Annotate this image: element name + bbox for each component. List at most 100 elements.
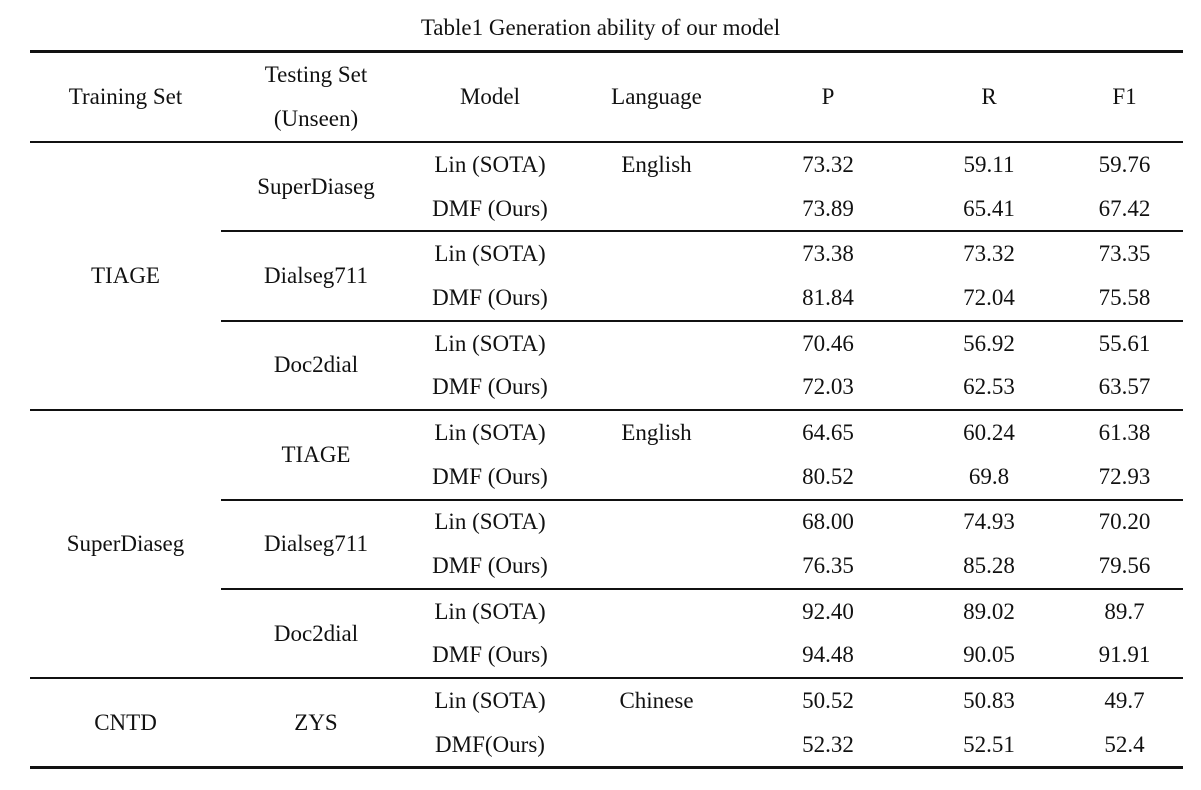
f1-cell: 73.35 [1066,230,1183,277]
r-cell: 62.53 [963,374,1015,400]
testing-set-cell: TIAGE [281,441,351,467]
table-body: TIAGE SuperDiaseg Lin (SOTA) English 73.32 59… [30,142,1183,768]
testing-set-cell: Dialseg711 [221,230,411,321]
header-row: Training Set Testing Set (Unseen) Model … [30,51,1183,143]
r-cell: 74.93 [912,498,1066,545]
model-cell: DMF (Ours) [432,195,548,221]
p-cell: 50.52 [802,688,854,714]
language-cell [569,498,744,545]
model-cell: Lin (SOTA) [434,419,546,445]
f1-cell: 67.42 [1098,195,1151,221]
model-cell: Lin (SOTA) [434,151,546,177]
header-f1: F1 [1112,84,1137,109]
f1-cell: 55.61 [1066,319,1183,366]
training-set-cell: TIAGE [91,263,160,289]
model-cell: Lin (SOTA) [411,230,569,277]
table-row: CNTD ZYS Lin (SOTA) Chinese 50.52 50.83 49.7 [30,678,1183,735]
language-cell: English [621,151,692,177]
language-cell [569,187,744,232]
r-cell: 65.41 [963,195,1015,221]
model-cell: DMF (Ours) [432,642,548,668]
header-model: Model [459,84,521,109]
training-set-cell: SuperDiaseg [66,531,185,557]
p-cell: 73.32 [802,151,854,177]
results-table: Training Set Testing Set (Unseen) Model … [30,50,1183,769]
model-cell: Lin (SOTA) [411,319,569,366]
language-cell [569,455,744,500]
r-cell: 85.28 [963,553,1015,579]
header-language: Language [611,84,702,109]
model-cell: DMF (Ours) [432,284,548,310]
language-cell: English [621,419,692,445]
r-cell: 50.83 [963,688,1015,714]
table-row: DMF (Ours) 80.52 69.8 72.93 [30,455,1183,500]
header-p: P [821,84,835,109]
table-row: Dialseg711 Lin (SOTA) 73.38 73.32 73.35 [30,230,1183,321]
r-cell: 90.05 [963,642,1015,668]
language-cell [569,230,744,277]
p-cell: 70.46 [744,319,912,366]
f1-cell: 72.93 [1098,463,1151,489]
table-row: Dialseg711 Lin (SOTA) 68.00 74.93 70.20 [30,498,1183,589]
f1-cell: 49.7 [1104,688,1145,714]
r-cell: 56.92 [912,319,1066,366]
table-row: DMF(Ours) 52.32 52.51 52.4 [30,723,1183,768]
model-cell: Lin (SOTA) [434,688,546,714]
language-cell [569,276,744,321]
p-cell: 73.38 [744,230,912,277]
training-set-cell: CNTD [94,709,157,735]
testing-set-cell: Doc2dial [221,319,411,411]
r-cell: 73.32 [912,230,1066,277]
table-row: Doc2dial Lin (SOTA) 92.40 89.02 89.7 [30,587,1183,679]
f1-cell: 79.56 [1098,553,1151,579]
language-cell [569,319,744,366]
p-cell: 73.89 [802,195,854,221]
language-cell [569,365,744,410]
f1-cell: 59.76 [1098,151,1151,177]
p-cell: 52.32 [802,731,854,757]
testing-set-cell: Dialseg711 [221,498,411,589]
header-training-set: Training Set [68,84,183,109]
p-cell: 68.00 [744,498,912,545]
p-cell: 72.03 [802,374,854,400]
table-row: DMF (Ours) 81.84 72.04 75.58 [30,276,1183,321]
f1-cell: 52.4 [1104,731,1145,757]
testing-set-cell: SuperDiaseg [257,173,375,199]
table-row: Doc2dial Lin (SOTA) 70.46 56.92 55.61 [30,319,1183,411]
language-cell [569,544,744,589]
model-cell: DMF (Ours) [432,553,548,579]
header-testing-set-line2: (Unseen) [273,106,359,131]
f1-cell: 63.57 [1098,374,1151,400]
table-row: DMF (Ours) 76.35 85.28 79.56 [30,544,1183,589]
header-testing-set-line1: Testing Set [264,62,368,87]
model-cell: DMF (Ours) [432,374,548,400]
table-row: DMF (Ours) 72.03 62.53 63.57 [30,365,1183,410]
f1-cell: 91.91 [1098,642,1151,668]
r-cell: 52.51 [963,731,1015,757]
r-cell: 60.24 [963,419,1015,445]
p-cell: 76.35 [802,553,854,579]
language-cell: Chinese [619,688,694,714]
p-cell: 94.48 [802,642,854,668]
f1-cell: 61.38 [1098,419,1151,445]
model-cell: Lin (SOTA) [411,498,569,545]
model-cell: Lin (SOTA) [411,587,569,634]
p-cell: 92.40 [744,587,912,634]
table-caption: Table1 Generation ability of our model [420,15,781,40]
p-cell: 81.84 [802,284,854,310]
testing-set-cell: ZYS [294,709,338,735]
testing-set-cell: Doc2dial [221,587,411,679]
table-row: DMF (Ours) 94.48 90.05 91.91 [30,634,1183,679]
table-row: SuperDiaseg TIAGE Lin (SOTA) English 64.65 60… [30,410,1183,556]
table-row: TIAGE SuperDiaseg Lin (SOTA) English 73.32 59… [30,142,1183,288]
header-testing-set: Testing Set (Unseen) [221,52,411,143]
model-cell: DMF (Ours) [432,463,548,489]
table-row: DMF (Ours) 73.89 65.41 67.42 [30,187,1183,232]
model-cell: DMF(Ours) [435,731,545,757]
r-cell: 89.02 [912,587,1066,634]
language-cell [569,634,744,679]
r-cell: 59.11 [963,151,1015,177]
p-cell: 64.65 [802,419,854,445]
r-cell: 72.04 [963,284,1015,310]
language-cell [569,587,744,634]
